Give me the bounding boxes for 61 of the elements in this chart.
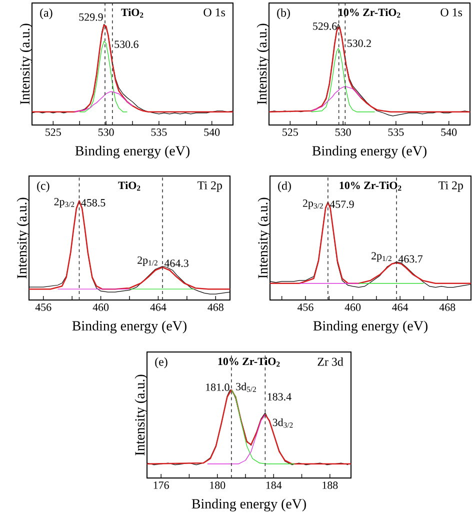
x-tick-label: 460 — [344, 304, 361, 311]
x-tick-label: 456 — [35, 304, 52, 311]
ref-line-label: 529.6 — [313, 22, 337, 30]
annotation: 2p$_{1/2}$ — [372, 252, 392, 262]
x-tick-label: 525 — [46, 128, 61, 136]
annotation: 3d$_{3/2}$ — [272, 418, 293, 428]
chart-title: 10% Zr-TiO$_{2}$ — [338, 8, 400, 18]
annotation: 2p$_{3/2}$ — [54, 198, 74, 208]
x-tick-label: 456 — [297, 304, 314, 311]
ref-line-label: 457.9 — [330, 200, 354, 208]
x-tick-label: 535 — [151, 128, 167, 136]
text: (c) — [37, 181, 50, 192]
x-tick-label: 464 — [150, 304, 166, 311]
x-tick-label: 180 — [210, 482, 226, 489]
y-axis-title: Intensity (a.u.) — [258, 198, 270, 278]
x-axis-title: Binding energy (eV) — [312, 146, 426, 158]
text: Ti 2p — [198, 181, 222, 192]
chart-title: TiO$_{2}$ — [118, 181, 140, 191]
x-tick-label: 525 — [282, 128, 298, 136]
x-tick-label: 468 — [439, 304, 456, 311]
ref-line-label: 183.4 — [268, 393, 292, 401]
ref-line-label: 464.3 — [164, 260, 188, 267]
x-tick-label: 468 — [208, 304, 224, 311]
ref-line-label: 530.2 — [348, 40, 371, 48]
x-axis-title: Binding energy (eV) — [75, 146, 190, 158]
chart-title: TiO$_{2}$ — [121, 8, 144, 18]
x-tick-label: 530 — [98, 128, 114, 136]
ref-line-label: 530.6 — [114, 40, 138, 48]
y-axis-title: Intensity (a.u.) — [256, 24, 270, 104]
x-tick-label: 540 — [204, 128, 220, 136]
y-axis-title: Intensity (a.u.) — [16, 198, 30, 278]
text: (d) — [278, 181, 291, 192]
x-axis-title: Binding energy (eV) — [72, 320, 186, 334]
text: Ti 2p — [438, 181, 463, 192]
text: (a) — [40, 8, 52, 20]
annotation: 3d$_{5/2}$ — [236, 382, 256, 392]
x-tick-label: 184 — [266, 482, 282, 489]
x-tick-label: 540 — [441, 128, 457, 136]
text: Zr 3d — [318, 357, 344, 366]
text: (e) — [155, 357, 168, 368]
chart-title: 10% Zr-TiO$_{2}$ — [340, 181, 402, 191]
x-axis-title: Binding energy (eV) — [192, 498, 306, 512]
text: O 1s — [440, 8, 462, 16]
ref-line-label: 463.7 — [398, 255, 423, 263]
x-tick-label: 176 — [154, 482, 169, 489]
text: O 1s — [204, 8, 226, 16]
ref-line-label: 458.5 — [81, 199, 106, 207]
text: (b) — [277, 8, 290, 20]
y-axis-title: Intensity (a.u.) — [134, 374, 148, 456]
x-tick-label: 460 — [92, 304, 109, 311]
x-tick-label: 530 — [335, 128, 351, 136]
x-tick-label: 188 — [322, 482, 338, 489]
annotation: 2p$_{1/2}$ — [138, 256, 158, 266]
x-axis-title: Binding energy (eV) — [313, 320, 428, 334]
ref-line-label: 181.0 — [206, 384, 230, 391]
y-axis-title: Intensity (a.u.) — [20, 24, 32, 104]
x-tick-label: 464 — [392, 304, 408, 311]
annotation: 2p$_{3/2}$ — [302, 200, 323, 210]
x-tick-label: 535 — [388, 128, 404, 136]
chart-title: 10% Zr-TiO$_{2}$ — [218, 357, 280, 367]
ref-line-label: 529.9 — [79, 13, 103, 21]
